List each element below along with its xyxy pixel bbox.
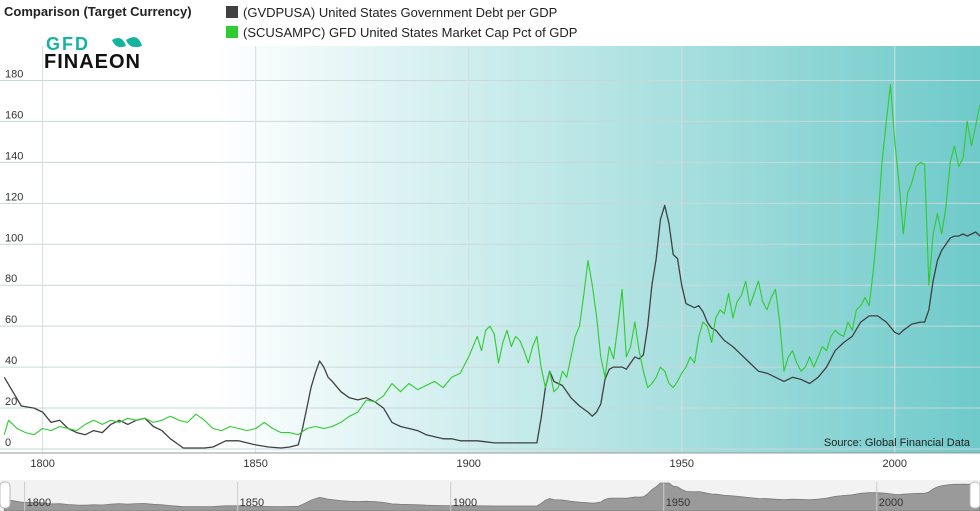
y-tick-label: 20: [5, 396, 17, 408]
navigator-right-handle[interactable]: [969, 481, 980, 509]
source-note: Source: Global Financial Data: [824, 437, 971, 449]
y-tick-label: 180: [5, 68, 23, 80]
y-axis: 0 20 40 60 80 100 120 140 160 180: [5, 68, 23, 449]
grid-layer: [0, 46, 980, 453]
legend-swatch-market-cap: [226, 26, 238, 38]
y-tick-label: 80: [5, 273, 17, 285]
x-tick-label: 2000: [883, 458, 907, 470]
plot-background: [0, 46, 980, 453]
gfd-finaeon-logo: GFD FINAEON: [44, 34, 142, 73]
x-axis: 1800 1850 1900 1950 2000: [0, 452, 980, 470]
logo-leaf-icon: [126, 37, 142, 48]
legend-item-debt[interactable]: (GVDPUSA) United States Government Debt …: [226, 4, 557, 20]
chart-header: Comparison (Target Currency) (GVDPUSA) U…: [0, 0, 980, 46]
navigator-axis: 1800 1850 1900 1950 2000: [24, 482, 903, 511]
y-tick-label: 100: [5, 232, 23, 244]
x-tick-label: 1900: [456, 458, 480, 470]
navigator[interactable]: 1800 1850 1900 1950 2000: [0, 480, 980, 511]
series-line-debt[interactable]: [3, 204, 980, 449]
legend-label-debt: (GVDPUSA) United States Government Debt …: [243, 4, 558, 20]
logo-line2: FINAEON: [44, 51, 141, 73]
logo-leaf-icon: [112, 38, 126, 48]
series-line-market-cap[interactable]: [3, 84, 980, 436]
chart-title: Comparison (Target Currency): [4, 4, 192, 19]
x-tick-label: 1800: [30, 458, 54, 470]
navigator-left-handle[interactable]: [0, 481, 11, 509]
navigator-tick-label: 2000: [879, 497, 903, 509]
navigator-tick-label: 1950: [666, 497, 690, 509]
legend-item-market-cap[interactable]: (SCUSAMPC) GFD United States Market Cap …: [226, 24, 577, 40]
logo-line1: GFD: [46, 34, 90, 54]
y-tick-label: 160: [5, 109, 23, 121]
y-tick-label: 60: [5, 314, 17, 326]
y-tick-label: 0: [5, 437, 11, 449]
y-tick-label: 40: [5, 355, 17, 367]
navigator-tick-label: 1800: [27, 497, 51, 509]
legend-label-market-cap: (SCUSAMPC) GFD United States Market Cap …: [243, 24, 578, 40]
x-tick-label: 1850: [243, 458, 267, 470]
navigator-tick-label: 1900: [453, 497, 477, 509]
navigator-tick-label: 1850: [240, 497, 264, 509]
y-tick-label: 120: [5, 191, 23, 203]
x-tick-label: 1950: [669, 458, 693, 470]
legend-swatch-debt: [226, 6, 238, 18]
series-layer: [3, 84, 980, 449]
y-tick-label: 140: [5, 150, 23, 162]
navigator-series-area: [3, 482, 980, 511]
